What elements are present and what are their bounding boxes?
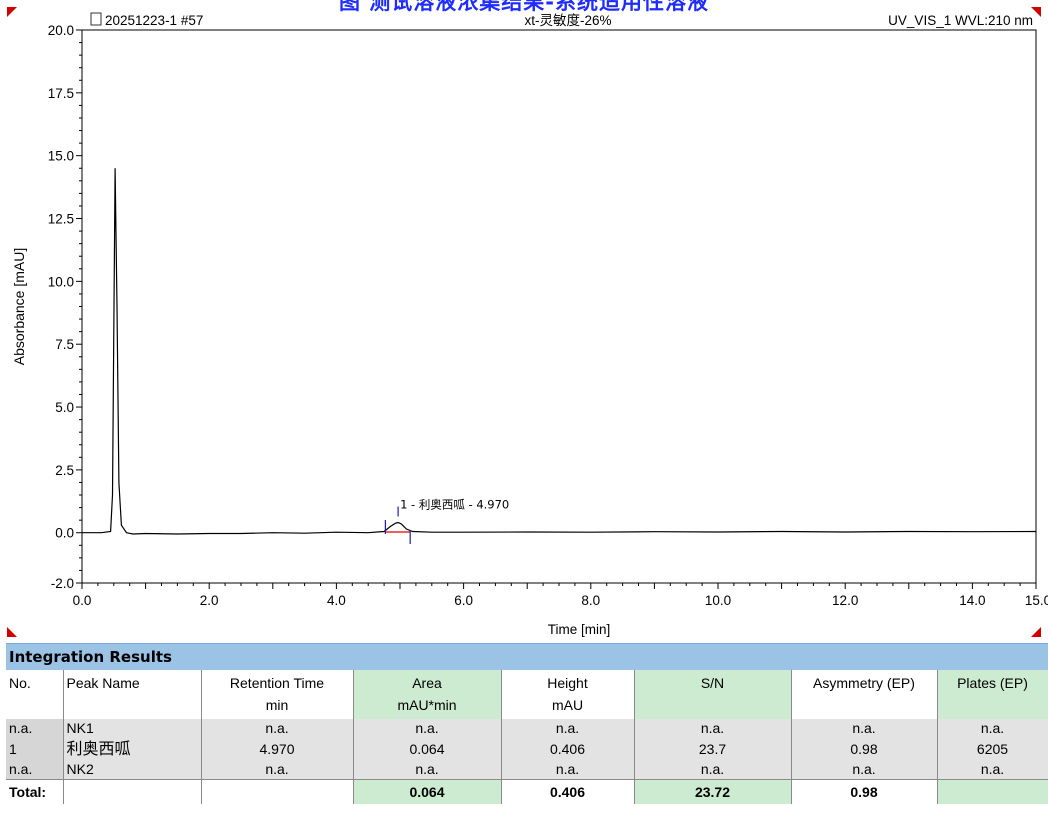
total-area: 0.064 [353,779,502,804]
table-row[interactable]: 1 利奥西呱 4.970 0.064 0.406 23.7 0.98 6205 [6,738,1048,760]
sample-name: 20251223-1 #57 [105,13,203,28]
y-tick-label: 2.5 [55,463,74,478]
cell-no: n.a. [6,719,64,738]
document-icon [90,12,102,26]
corner-marker [7,7,17,17]
plot-frame [81,29,1037,584]
col-header-area[interactable]: Area mAU*min [353,670,502,719]
x-tick-label: 10.0 [705,593,731,608]
cell-asymmetry: n.a. [791,719,938,738]
y-tick-label: 12.5 [48,212,74,227]
cell-area: 0.064 [353,738,502,760]
cell-retention-time: n.a. [201,760,354,780]
cell-peak-name: NK1 [63,719,202,738]
detector-channel: UV_VIS_1 WVL:210 nm [888,13,1033,28]
x-tick-label: 4.0 [327,593,346,608]
table-total-row: Total: 0.064 0.406 23.72 0.98 [6,779,1048,804]
corner-markers [7,7,1041,637]
chromatogram-trace [82,168,1037,535]
y-tick-label: 7.5 [55,337,74,352]
table-header-row: No. Peak Name Retention Time min Area mAU*… [6,670,1048,719]
cell-area: n.a. [353,719,502,738]
total-asymmetry: 0.98 [791,779,938,804]
x-tick-label: 8.0 [581,593,600,608]
y-tick-label: 15.0 [48,149,74,164]
cell-no: 1 [6,738,64,760]
y-tick-label: 10.0 [48,274,74,289]
y-tick-label: 5.0 [55,400,74,415]
cell-sn: n.a. [634,760,792,780]
total-height: 0.406 [501,779,635,804]
table-row[interactable]: n.a. NK2 n.a. n.a. n.a. n.a. n.a. n.a. [6,760,1048,780]
y-axis: 20.0 17.5 15.0 12.5 10.0 7.5 5.0 2.5 0.0 -2.0 [48,23,82,591]
injection-method: xt-灵敏度-26% [524,13,611,28]
chromatogram-panel: 20.0 17.5 15.0 12.5 10.0 7.5 5.0 2.5 0.0 -2.0 0.0… [7,7,1048,637]
cell-no: n.a. [6,760,64,780]
x-axis-label: Time [min] [548,622,611,637]
col-header-retention-time[interactable]: Retention Time min [201,670,354,719]
cell-asymmetry: n.a. [791,760,938,780]
cell-area: n.a. [353,760,502,780]
chromatogram-traces [82,168,1037,535]
cell-plates: n.a. [937,719,1048,738]
y-axis-label: Absorbance [mAU] [11,248,27,366]
x-tick-label: 2.0 [200,593,219,608]
y-tick-label: -2.0 [51,576,74,591]
integration-results-table: No. Peak Name Retention Time min Area mAU*… [6,670,1048,804]
cell-sn: 23.7 [634,738,792,760]
total-sn: 23.72 [634,779,792,804]
total-plates [937,779,1048,804]
total-peak-name [63,779,202,804]
col-header-no[interactable]: No. [6,670,64,719]
peak-integration-marks [384,506,411,544]
cell-sn: n.a. [634,719,792,738]
cell-height: 0.406 [501,738,635,760]
col-header-asymmetry[interactable]: Asymmetry (EP) [791,670,938,719]
x-tick-label: 14.0 [959,593,985,608]
cell-retention-time: 4.970 [201,738,354,760]
x-tick-label: 6.0 [454,593,473,608]
x-axis: 0.0 2.0 4.0 6.0 8.0 10.0 12.0 14.0 15.0 [73,583,1048,608]
cell-peak-name: NK2 [63,760,202,780]
cell-height: n.a. [501,760,635,780]
x-tick-label: 15.0 [1025,593,1048,608]
cell-height: n.a. [501,719,635,738]
y-tick-label: 20.0 [48,23,74,38]
x-tick-label: 0.0 [73,593,92,608]
cell-plates: n.a. [937,760,1048,780]
y-tick-label: 17.5 [48,86,74,101]
col-header-sn[interactable]: S/N [634,670,792,719]
corner-marker [1031,7,1041,17]
table-row[interactable]: n.a. NK1 n.a. n.a. n.a. n.a. n.a. n.a. [6,719,1048,738]
total-label: Total: [6,779,64,804]
figure-title: 图 测试溶液浓集结果-系统适用性溶液 [338,0,710,14]
x-tick-label: 12.0 [832,593,858,608]
integration-results-panel: Integration Results No. Peak Name Retent… [6,643,1048,823]
col-header-height[interactable]: Height mAU [501,670,635,719]
cell-peak-name: 利奥西呱 [63,738,202,760]
cell-plates: 6205 [937,738,1048,760]
corner-marker [1031,627,1041,637]
corner-marker [7,627,17,637]
total-retention-time [201,779,354,804]
y-tick-label: 0.0 [55,526,74,541]
results-title: Integration Results [6,643,1048,670]
cell-asymmetry: 0.98 [791,738,938,760]
col-header-plates[interactable]: Plates (EP) [937,670,1048,719]
col-header-peak-name[interactable]: Peak Name [63,670,202,719]
cell-retention-time: n.a. [201,719,354,738]
peak-label: 1 - 利奥西呱 - 4.970 [400,498,509,512]
chromatogram-chart: 20.0 17.5 15.0 12.5 10.0 7.5 5.0 2.5 0.0 -2.0 0.0… [7,7,1048,637]
